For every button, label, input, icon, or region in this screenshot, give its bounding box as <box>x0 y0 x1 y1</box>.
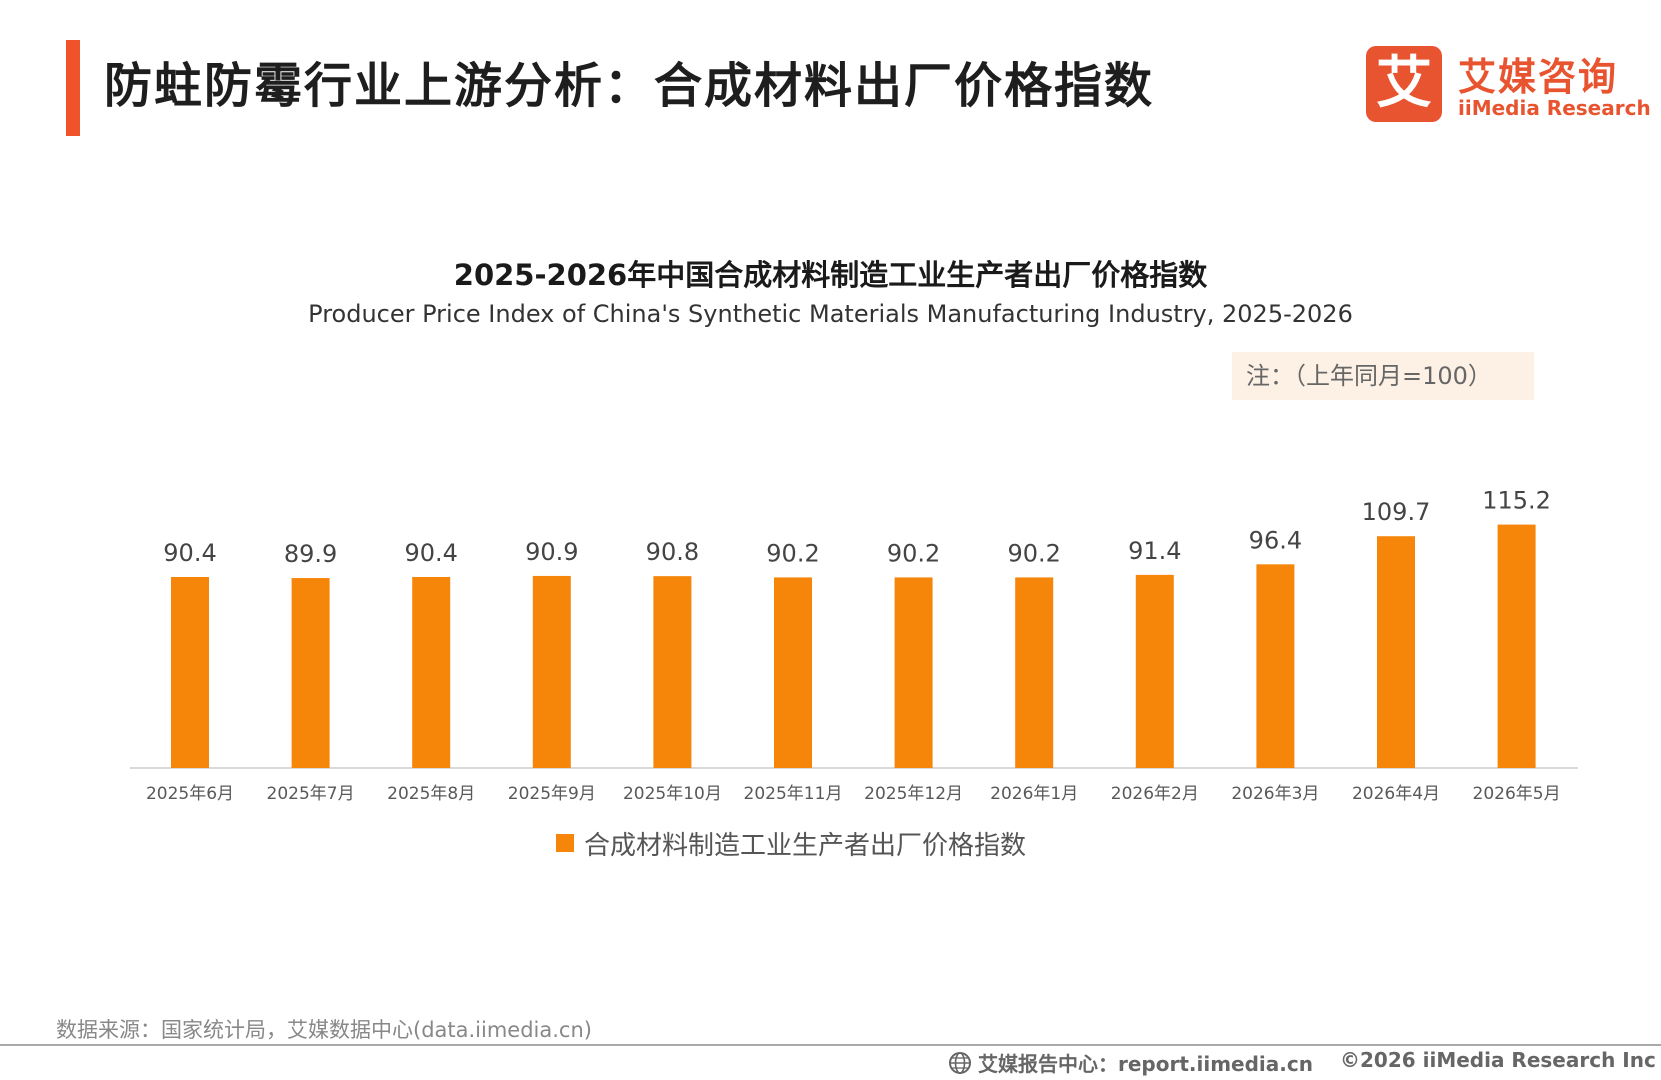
chart-subtitle: Producer Price Index of China's Syntheti… <box>308 300 1353 328</box>
bar <box>653 576 692 768</box>
chart-note: 注：（上年同月=100） <box>1232 352 1534 400</box>
data-label: 90.2 <box>1007 539 1060 567</box>
logo-name-cn: 艾媒咨询 <box>1458 55 1619 99</box>
x-tick-label: 2025年12月 <box>864 784 963 804</box>
bar <box>1135 574 1174 768</box>
x-tick-label: 2026年3月 <box>1231 784 1319 804</box>
bar <box>532 575 571 768</box>
x-tick-label: 2025年7月 <box>267 784 355 804</box>
bar <box>291 578 330 768</box>
iimedia-logo[interactable]: 艾 艾媒咨询 iiMedia Research <box>1366 46 1651 124</box>
x-tick-label: 2025年6月 <box>146 784 234 804</box>
data-label: 90.4 <box>404 539 457 567</box>
data-source: 数据来源：国家统计局，艾媒数据中心(data.iimedia.cn) <box>56 1018 592 1042</box>
data-label: 90.9 <box>525 538 578 566</box>
report-center-text: 艾媒报告中心：report.iimedia.cn <box>978 1052 1313 1076</box>
legend-label: 合成材料制造工业生产者出厂价格指数 <box>584 830 1027 861</box>
data-label: 96.4 <box>1249 526 1302 554</box>
chart-legend: 合成材料制造工业生产者出厂价格指数 <box>556 826 1027 861</box>
bar <box>171 577 209 768</box>
globe-icon <box>949 1051 971 1074</box>
logo-mark-icon: 艾 <box>1366 46 1442 122</box>
bar <box>1256 564 1295 768</box>
copyright: ©2026 iiMedia Research Inc <box>1340 1048 1656 1072</box>
bar <box>1377 536 1415 768</box>
chart-title: 2025-2026年中国合成材料制造工业生产者出厂价格指数 <box>453 258 1208 292</box>
logo-name-en: iiMedia Research <box>1458 96 1651 120</box>
data-label: 109.7 <box>1362 498 1431 526</box>
bar-chart: 90.4 2025年6月 89.9 2025年7月 90.4 2025年8月 90.9 202… <box>130 487 1578 804</box>
legend-swatch <box>556 834 574 852</box>
x-tick-label: 2025年10月 <box>623 784 722 804</box>
x-tick-label: 2025年8月 <box>387 784 475 804</box>
data-label: 115.2 <box>1482 487 1551 515</box>
data-label: 90.2 <box>766 539 819 567</box>
data-label: 91.4 <box>1128 537 1181 565</box>
bar <box>894 577 933 768</box>
x-tick-label: 2026年5月 <box>1473 784 1561 804</box>
footer-divider <box>0 1044 1661 1046</box>
data-label: 89.9 <box>284 540 337 568</box>
bar <box>412 577 451 768</box>
bar <box>1497 524 1536 768</box>
data-label: 90.4 <box>163 539 216 567</box>
x-tick-label: 2026年2月 <box>1111 784 1199 804</box>
report-center-link[interactable]: 艾媒报告中心：report.iimedia.cn <box>948 1048 1313 1077</box>
x-tick-label: 2025年9月 <box>508 784 596 804</box>
bar <box>1015 577 1054 768</box>
bar <box>774 577 812 768</box>
x-tick-label: 2026年1月 <box>990 784 1078 804</box>
page-title: 防蛀防霉行业上游分析：合成材料出厂价格指数 <box>104 58 1155 114</box>
x-tick-label: 2025年11月 <box>744 784 843 804</box>
title-accent-bar <box>66 40 80 136</box>
x-tick-label: 2026年4月 <box>1352 784 1440 804</box>
data-label: 90.8 <box>646 538 699 566</box>
data-label: 90.2 <box>887 539 940 567</box>
